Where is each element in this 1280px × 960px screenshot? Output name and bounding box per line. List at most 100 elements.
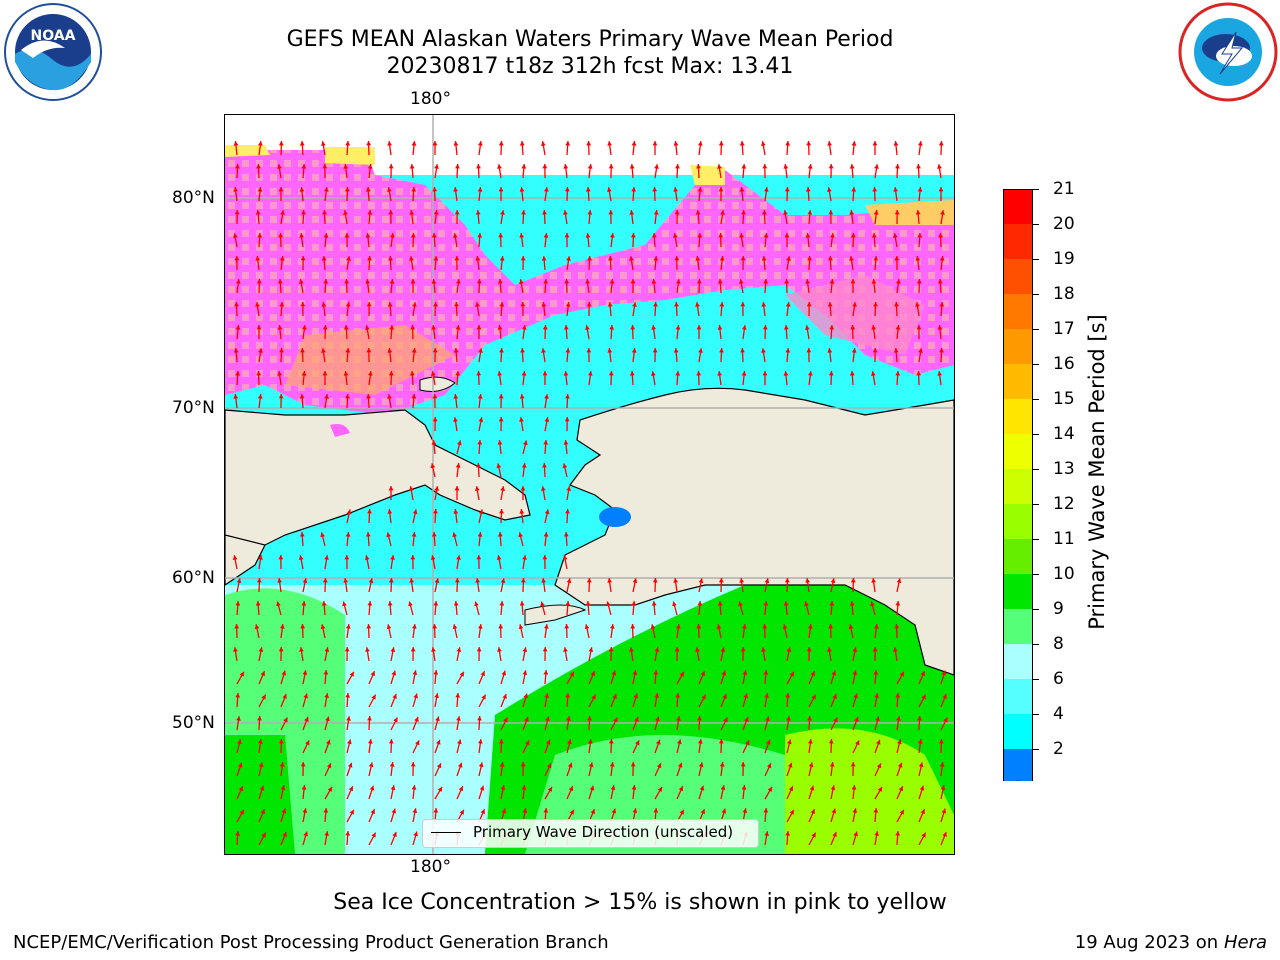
wave-arrow-head [850,279,856,284]
wave-arrow-head [873,302,878,307]
wave-arrow-head [257,394,263,399]
wave-arrow-head [387,394,392,399]
colorbar-svg [1002,189,1034,785]
wave-arrow-head [810,809,815,815]
wave-arrow-head [278,555,284,560]
wave-arrow-head [368,371,373,376]
colorbar-tick-label: 12 [1053,494,1075,514]
colorbar-tick-mark [1033,749,1039,750]
wave-arrow-head [789,671,794,677]
wave-arrow-head [919,785,925,791]
wave-arrow-head [673,233,678,238]
wave-arrow-head [629,164,635,169]
wave-arrow-head [326,739,331,745]
wave-arrow-head [546,763,552,769]
wave-arrow-head [565,348,571,353]
wave-arrow-head [851,348,857,353]
wave-arrow-head [740,762,746,767]
wave-arrow-head [477,716,482,721]
wave-arrow-head [673,141,679,146]
wave-arrow-head [695,256,701,261]
wave-arrow-head [277,164,282,169]
wave-arrow-head [783,210,788,215]
wave-arrow-head [302,808,308,813]
wave-arrow-head [236,279,241,284]
wave-arrow-head [739,141,745,146]
wave-arrow-head [366,624,372,629]
wave-arrow-head [301,210,306,215]
wave-arrow-head [302,670,308,675]
wave-arrow-head [831,808,837,814]
wave-arrow-head [741,164,747,169]
colorbar-segment [1003,434,1033,469]
wave-arrow-head [761,302,767,307]
wave-arrow-head [299,647,304,652]
wave-arrow-head [872,647,878,652]
colorbar-segment [1003,329,1033,364]
wave-arrow-head [695,647,700,652]
wave-arrow-head [608,210,614,215]
wave-arrow-head [718,187,724,192]
wave-arrow-head [762,325,768,330]
colorbar-segment [1003,364,1033,399]
wave-arrow-head [937,279,943,284]
colorbar [1002,189,1034,785]
wave-arrow-head [855,740,860,746]
wave-arrow-head [367,601,373,606]
wave-arrow-head [389,762,395,767]
wave-arrow-head [366,302,372,307]
wave-arrow-head [763,279,769,284]
wave-arrow-head [717,371,722,376]
wave-arrow-head [849,210,855,215]
colorbar-tick-mark [1033,504,1039,505]
colorbar-segment [1003,644,1033,679]
wave-arrow-head [871,578,876,583]
wave-arrow-head [258,739,263,744]
wave-arrow-head [568,786,574,792]
colorbar-tick-mark [1033,644,1039,645]
wave-arrow-head [499,348,504,353]
wave-arrow-head [854,716,859,722]
wave-arrow-head [367,716,372,721]
wave-arrow-head [299,141,305,146]
wave-arrow-head [301,371,307,376]
wave-arrow-head [234,210,240,215]
sea-ice-patch-east [785,275,925,355]
wave-arrow-head [497,532,503,537]
wave-arrow-head [371,694,376,700]
wave-arrow-head [585,233,591,238]
wave-arrow-head [544,187,549,192]
wave-arrow-head [233,187,238,192]
wave-arrow-head [520,578,526,583]
wave-arrow-head [652,348,658,353]
wave-arrow-head [608,256,613,261]
wave-arrow-head [717,325,723,330]
wave-arrow-head [696,325,702,330]
wave-arrow-head [523,440,528,446]
wave-arrow-head [739,233,744,238]
wave-arrow-head [431,325,436,330]
wave-arrow-head [453,233,458,238]
wave-arrow-head [411,532,417,537]
wave-arrow-head [853,831,858,837]
colorbar-tick-label: 13 [1053,459,1075,479]
wave-arrow-head [610,233,615,238]
wave-arrow-head [679,809,684,815]
wave-arrow-head [787,762,793,768]
wave-arrow-head [585,187,591,192]
wave-arrow-head [830,578,836,584]
wave-arrow-head [696,624,702,629]
wave-arrow-head [745,740,750,746]
wave-arrow-head [478,348,483,353]
wave-arrow-head [521,463,527,468]
wave-arrow-head [806,141,812,146]
wave-arrow-head [343,578,348,583]
wave-arrow-head [476,371,482,376]
wave-arrow-head [282,832,287,837]
wave-arrow-head [544,509,550,515]
wave-arrow-head [521,164,527,169]
wave-arrow-head [327,786,332,792]
wave-arrow-head [872,141,878,146]
wave-arrow-head [409,164,415,169]
wave-arrow-head [432,141,438,146]
